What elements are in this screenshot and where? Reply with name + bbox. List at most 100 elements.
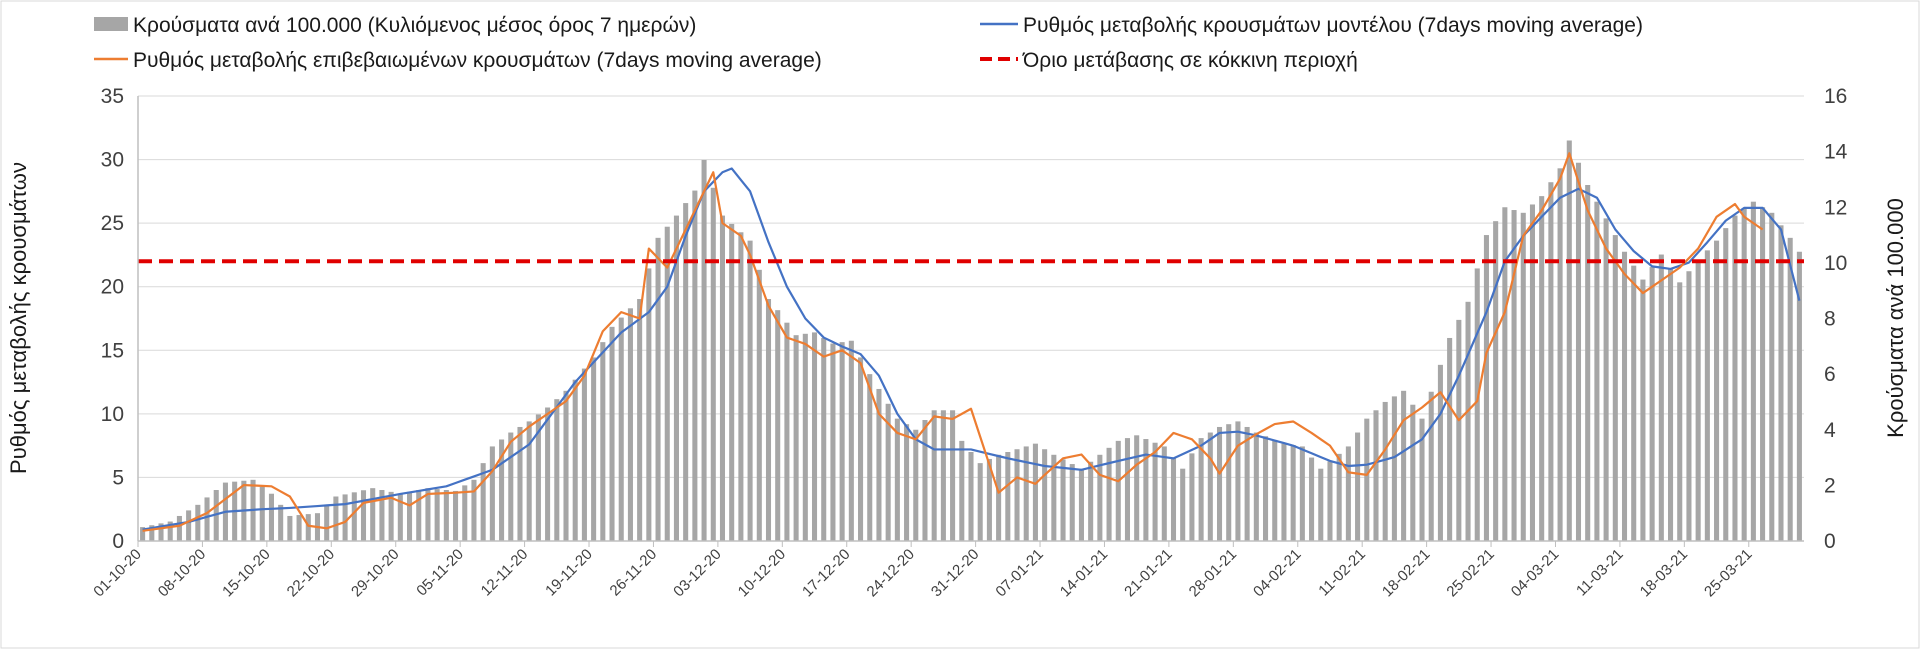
bar: [462, 485, 468, 541]
bar: [1695, 260, 1701, 541]
bar: [305, 514, 311, 541]
bar: [1207, 432, 1213, 541]
confirmed-series-line: [142, 152, 1764, 532]
bar: [692, 190, 698, 541]
bar: [572, 379, 578, 541]
bar: [1014, 449, 1020, 541]
bar: [1437, 364, 1443, 541]
bar: [149, 525, 155, 541]
bar: [765, 299, 772, 541]
bar: [406, 491, 413, 541]
bar: [499, 439, 505, 541]
y-tick-label-left: 0: [112, 530, 124, 553]
bar: [1483, 235, 1489, 541]
bar: [1272, 439, 1278, 541]
bar: [342, 494, 348, 541]
legend-item-confirmed: Ρυθμός μεταβολής επιβεβαιωμένων κρουσμάτ…: [94, 49, 822, 72]
bar: [1170, 457, 1177, 541]
bar: [637, 299, 643, 541]
bar: [1318, 468, 1324, 541]
legend-item-threshold: Όριο μετάβασης σε κόκκινη περιοχή: [980, 49, 1358, 72]
y-tick-label-right: 12: [1824, 196, 1847, 219]
bar: [416, 490, 422, 541]
bar: [1051, 454, 1057, 541]
bar: [1750, 201, 1756, 541]
bar: [655, 237, 661, 541]
y-tick-label-left: 10: [101, 403, 124, 426]
bar: [1612, 235, 1618, 541]
bar: [1023, 446, 1029, 541]
bar: [1042, 449, 1048, 541]
bar: [1410, 404, 1416, 541]
bar: [876, 388, 882, 541]
bar: [480, 463, 486, 541]
bar: [1447, 337, 1453, 541]
legend-item-bars: Κρούσματα ανά 100.000 (Κυλιόμενος μέσος …: [94, 14, 696, 37]
bar: [1097, 454, 1103, 541]
bar: [397, 493, 403, 541]
bar: [940, 410, 946, 541]
bar: [1778, 225, 1784, 541]
bar: [535, 414, 541, 541]
bar: [848, 340, 854, 541]
bar: [186, 510, 192, 541]
bar: [646, 268, 652, 541]
bar: [1649, 267, 1655, 541]
legend-label-confirmed: Ρυθμός μεταβολής επιβεβαιωμένων κρουσμάτ…: [133, 49, 822, 72]
bar: [1621, 251, 1628, 541]
bar: [1327, 461, 1333, 541]
bar: [1529, 204, 1536, 541]
bar: [1796, 251, 1802, 541]
bar: [1428, 391, 1434, 541]
bar: [1548, 182, 1554, 541]
y-axis-title-left: Ρυθμός μεταβολής κρουσμάτων: [6, 162, 31, 474]
bar: [333, 496, 339, 541]
bar: [729, 223, 735, 541]
bar: [894, 418, 900, 541]
y-ticks-left: 0 5 10 15 20 25 30 35: [101, 85, 124, 553]
y-tick-label-left: 35: [101, 85, 124, 108]
bar: [1161, 446, 1167, 541]
bar: [1631, 265, 1637, 541]
bar: [1226, 424, 1232, 541]
bar: [1520, 212, 1526, 541]
bar: [1760, 207, 1766, 541]
y-tick-label-left: 20: [101, 276, 124, 299]
y-tick-label-right: 6: [1824, 363, 1836, 386]
bar: [664, 226, 670, 541]
bar: [1336, 453, 1342, 541]
bar: [1373, 410, 1379, 541]
bar: [360, 490, 367, 541]
bar: [1152, 442, 1158, 541]
bar: [489, 446, 495, 541]
legend-item-model: Ρυθμός μεταβολής κρουσμάτων μοντέλου (7d…: [980, 14, 1643, 37]
legend-label-threshold: Όριο μετάβασης σε κόκκινη περιοχή: [1022, 49, 1358, 72]
bar: [324, 504, 330, 541]
bar: [296, 515, 302, 541]
y-tick-label-left: 15: [101, 339, 124, 362]
bar: [1668, 268, 1674, 541]
bar: [140, 527, 146, 541]
bar: [278, 504, 284, 541]
bar: [821, 337, 827, 541]
bar: [1594, 201, 1600, 541]
bar: [1686, 271, 1692, 541]
bar: [1419, 418, 1425, 541]
bar: [802, 333, 808, 541]
bar: [1391, 396, 1397, 541]
bar: [867, 374, 873, 541]
bar: [922, 420, 928, 541]
bar: [1060, 459, 1066, 541]
bar: [1088, 461, 1094, 541]
y-tick-label-left: 30: [101, 149, 124, 172]
bar: [1032, 443, 1038, 541]
bar: [1723, 228, 1729, 541]
bar: [1235, 421, 1241, 541]
bar: [158, 523, 164, 541]
bar: [1134, 435, 1140, 541]
legend-label-model: Ρυθμός μεταβολής κρουσμάτων μοντέλου (7d…: [1023, 14, 1643, 37]
bar: [710, 187, 716, 541]
bar: [627, 308, 633, 541]
bar: [1658, 254, 1664, 541]
legend-label-bars: Κρούσματα ανά 100.000 (Κυλιόμενος μέσος …: [133, 14, 696, 37]
